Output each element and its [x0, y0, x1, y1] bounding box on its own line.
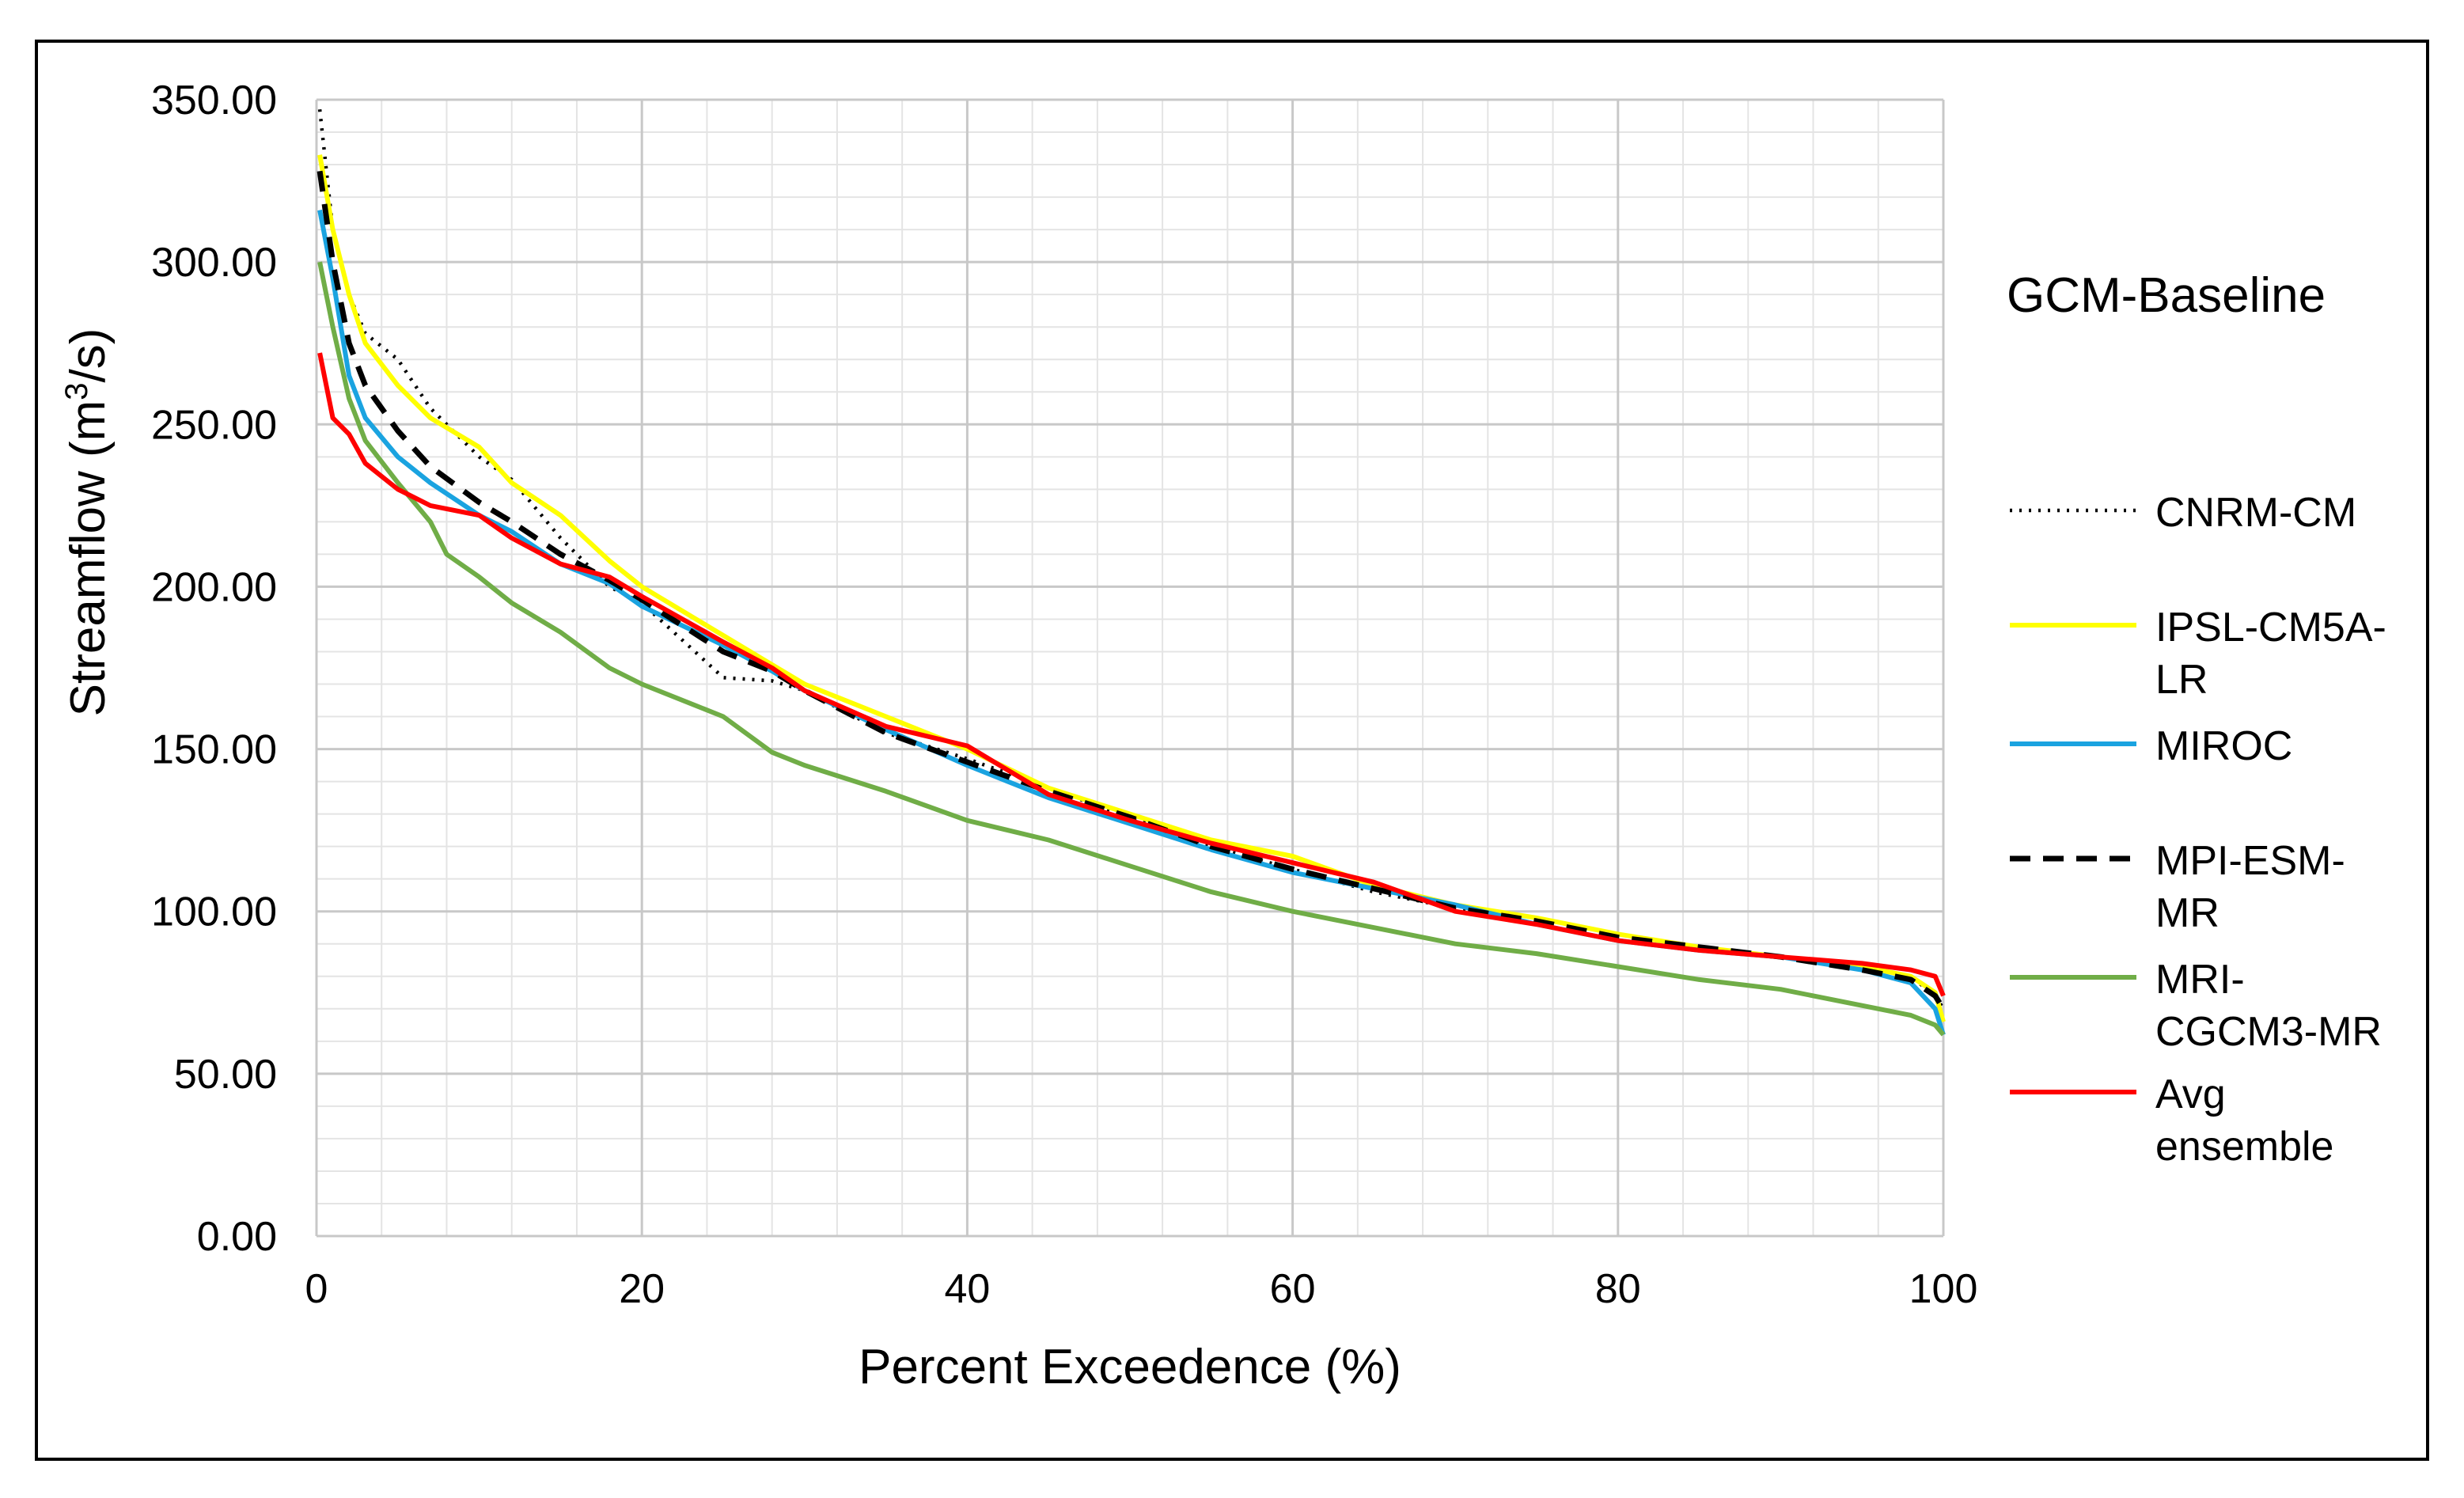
y-tick-label: 200.00: [151, 564, 277, 610]
y-tick-label: 350.00: [151, 78, 277, 123]
legend-label: MR: [2155, 890, 2219, 936]
y-tick-label: 300.00: [151, 240, 277, 286]
legend-label: Avg: [2155, 1071, 2226, 1117]
x-tick-label: 40: [944, 1266, 990, 1312]
data-series: [317, 109, 1946, 1037]
minor-gridlines: [317, 100, 1943, 1236]
legend-title: GCM-Baseline: [2007, 268, 2326, 323]
y-tick-label: 100.00: [151, 889, 277, 935]
legend-items: CNRM-CM IPSL-CM5A- LR MIROC MPI-ESM- MR MRI- CG…: [2010, 490, 2386, 1170]
y-axis-label: Streamflow (m3/s): [59, 328, 116, 717]
y-tick-label: 250.00: [151, 402, 277, 448]
legend-label: MRI-: [2155, 957, 2245, 1003]
y-axis-label-tail: /s): [61, 328, 116, 383]
legend-label: LR: [2155, 657, 2208, 703]
legend-label: ensemble: [2155, 1124, 2333, 1170]
legend-label: CNRM-CM: [2155, 490, 2356, 536]
series-line-avg-ensemble: [317, 352, 1946, 997]
y-tick-label: 0.00: [197, 1214, 277, 1260]
legend-label: MPI-ESM-: [2155, 838, 2345, 884]
x-axis-tick-labels: 0 20 40 60 80 100: [305, 1266, 1978, 1312]
y-axis-label-superscript: 3: [59, 383, 94, 400]
x-tick-label: 100: [1909, 1266, 1978, 1312]
series-line-mpi-esm-mr: [317, 170, 1946, 1011]
x-tick-label: 0: [305, 1266, 328, 1312]
y-axis-tick-labels: 0.00 50.00 100.00 150.00 200.00 250.00 300.00 3…: [151, 78, 277, 1260]
legend-label: MIROC: [2155, 723, 2292, 769]
series-line-mri-cgcm3-mr: [317, 261, 1946, 1037]
legend: GCM-Baseline CNRM-CM IPSL-CM5A- LR MIROC MPI…: [2007, 268, 2386, 1170]
y-axis-label-main: Streamflow (m: [61, 400, 116, 717]
legend-label: CGCM3-MR: [2155, 1009, 2382, 1055]
x-tick-label: 60: [1270, 1266, 1316, 1312]
x-tick-label: 80: [1595, 1266, 1641, 1312]
x-tick-label: 20: [619, 1266, 665, 1312]
y-tick-label: 150.00: [151, 727, 277, 773]
legend-label: IPSL-CM5A-: [2155, 605, 2386, 650]
x-axis-label: Percent Exceedence (%): [859, 1340, 1401, 1394]
y-tick-label: 50.00: [174, 1052, 277, 1098]
major-gridlines: [315, 98, 1945, 1238]
